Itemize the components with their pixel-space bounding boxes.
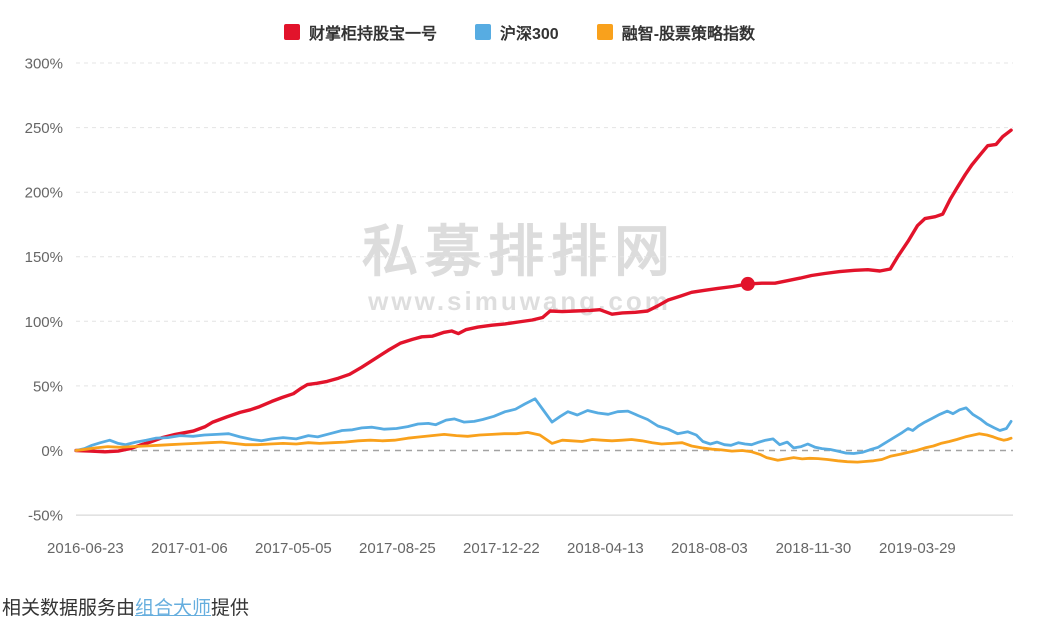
x-axis-label: 2019-03-29 [879,540,956,557]
x-axis-label: 2018-11-30 [776,540,852,557]
portfolio-master-link[interactable]: 组合大师 [135,598,212,619]
legend-label: 沪深300 [499,26,559,43]
series-line-0 [74,128,1013,454]
x-axis-label: 2018-04-13 [567,540,644,557]
y-axis-label: 250% [25,120,63,137]
legend-item-hs300[interactable]: 沪深300 [474,20,559,44]
legend-item-fund[interactable]: 财掌柜持股宝一号 [283,20,437,44]
y-axis-label: 300% [25,55,63,72]
x-axis-label: 2017-05-05 [255,540,332,557]
series-line-2 [74,430,1013,464]
selected-point-marker[interactable] [740,276,755,291]
x-axis-label: 2017-12-22 [463,540,540,557]
x-axis-label: 2017-08-25 [359,540,436,557]
series-line-1 [74,397,1013,455]
legend-swatch-blue-icon [474,24,491,40]
y-axis-label: -50% [28,508,63,525]
y-axis-label: 150% [25,249,63,266]
footer-text-suffix: 提供 [211,598,250,619]
x-axis-label: 2016-06-23 [47,540,124,557]
legend-swatch-orange-icon [596,24,613,40]
performance-line-chart[interactable]: 300% 250% 200% 150% 100% 50% 0% -50% 2016-06-23 2… [0,0,1039,575]
y-axis-label: 100% [25,314,63,331]
legend-label: 融智-股票策略指数 [621,26,756,43]
footer-note: 相关数据服务由组合大师提供 [2,593,249,620]
legend-swatch-red-icon [283,24,300,40]
y-axis-label: 200% [25,185,63,202]
y-axis-label: 50% [33,378,63,395]
footer-text-prefix: 相关数据服务由 [2,598,136,619]
x-axis-label: 2017-01-06 [151,540,228,557]
legend-item-strategy-index[interactable]: 融智-股票策略指数 [596,20,756,44]
x-axis-label: 2018-08-03 [671,540,748,557]
chart-legend: 财掌柜持股宝一号 沪深300 融智-股票策略指数 [0,20,1039,44]
legend-label: 财掌柜持股宝一号 [308,26,437,43]
y-axis-label: 0% [41,443,63,460]
